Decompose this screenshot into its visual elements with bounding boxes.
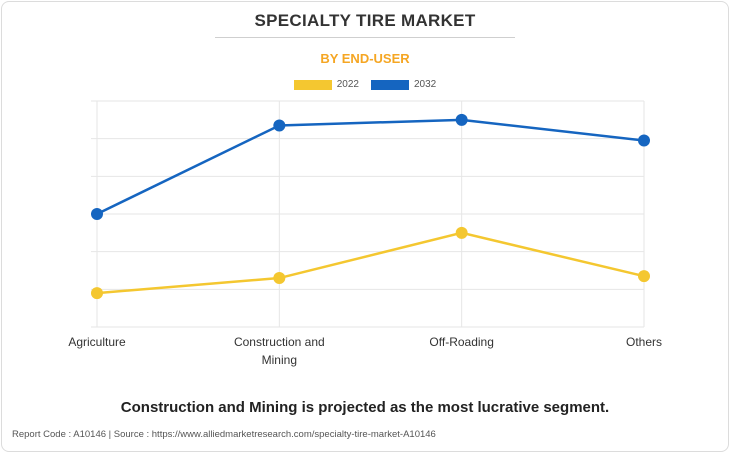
x-tick-label: Others — [626, 335, 662, 349]
legend-label-2022: 2022 — [336, 79, 359, 90]
key-insight: Construction and Mining is projected as … — [120, 399, 610, 416]
data-point-2032 — [455, 113, 468, 126]
legend-swatch-2032 — [371, 79, 409, 90]
legend-swatch-2022 — [293, 79, 332, 90]
data-point-2022 — [455, 226, 468, 239]
source-citation: Report Code : A10146 | Source : https://… — [12, 429, 436, 440]
chart-subtitle: BY END-USER — [320, 51, 410, 66]
series-line-2022 — [96, 231, 645, 295]
series-line-2032 — [96, 118, 645, 216]
data-point-2032 — [638, 134, 650, 147]
legend-item-2032[interactable]: 2032 — [371, 79, 436, 90]
data-point-2022 — [273, 272, 286, 285]
data-point-2032 — [273, 119, 286, 132]
data-point-2022 — [638, 270, 650, 283]
x-tick-label: Agriculture — [68, 335, 126, 349]
data-point-2022 — [91, 287, 103, 300]
legend-label-2032: 2032 — [414, 79, 437, 90]
title-divider — [215, 37, 515, 38]
legend-item-2022[interactable]: 2022 — [293, 79, 359, 90]
x-tick-label: Construction and Mining — [234, 335, 325, 367]
data-point-2032 — [91, 208, 103, 220]
legend: 2022 2032 — [0, 79, 730, 90]
x-tick-label: Off-Roading — [429, 335, 493, 349]
chart-title: SPECIALTY TIRE MARKET — [254, 11, 476, 30]
